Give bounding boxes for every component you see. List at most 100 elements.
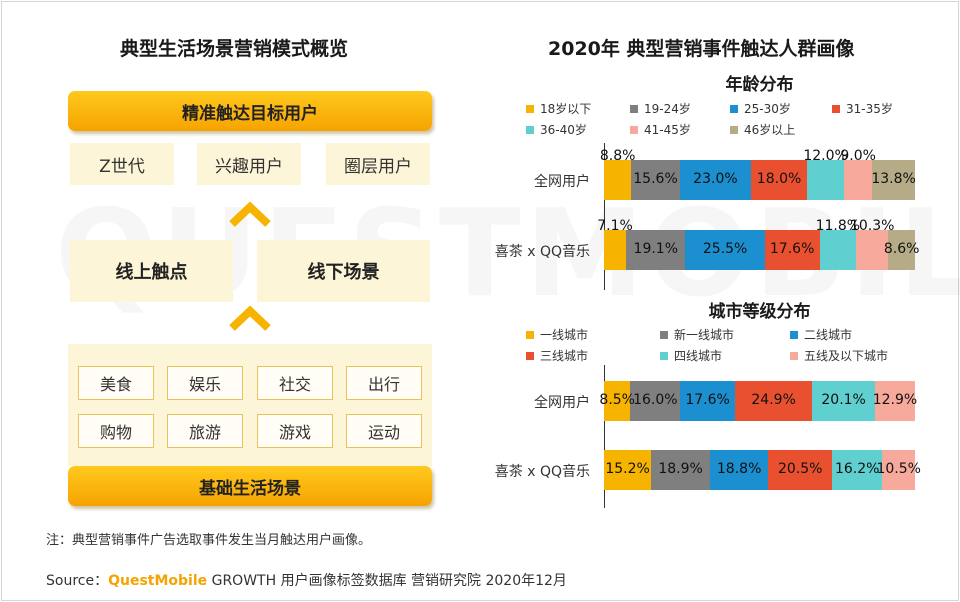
data-label: 12.9%	[872, 392, 918, 408]
right-panel-title: 2020年 典型营销事件触达人群画像	[548, 38, 855, 60]
source-prefix: Source：	[46, 573, 109, 589]
legend-item: 三线城市	[526, 347, 588, 364]
bar-segment	[709, 450, 769, 490]
legend-item: 36-40岁	[526, 121, 587, 138]
bar-segment	[819, 230, 857, 270]
legend-item: 18岁以下	[526, 100, 591, 117]
data-label: 8.6%	[883, 241, 920, 257]
bar-segment	[856, 230, 889, 270]
legend-item: 四线城市	[660, 347, 722, 364]
legend-label: 二线城市	[804, 328, 853, 342]
chevron-up-icon	[229, 201, 271, 227]
scene-games: 游戏	[257, 414, 333, 448]
source-text: GROWTH 用户画像标签数据库 营销研究院 2020年12月	[207, 573, 567, 589]
data-label: 20.5%	[777, 461, 823, 477]
bar-segment	[604, 160, 632, 200]
data-label: 10.5%	[876, 461, 921, 477]
legend-swatch	[526, 330, 534, 339]
bar-segment	[844, 160, 873, 200]
data-label: 18.8%	[716, 461, 762, 477]
legend-swatch	[730, 104, 738, 113]
legend-swatch	[832, 104, 840, 113]
data-label: 16.2%	[834, 461, 880, 477]
legend-label: 41-45岁	[644, 123, 691, 137]
bar-segment	[888, 230, 915, 270]
chart-title: 城市等级分布	[708, 302, 811, 322]
legend-swatch	[526, 125, 534, 134]
legend-label: 五线及以下城市	[804, 349, 889, 363]
scene-sports: 运动	[346, 414, 422, 448]
data-label: 8.8%	[599, 148, 636, 164]
legend-label: 18岁以下	[540, 102, 592, 116]
bar-segment	[768, 450, 833, 490]
bar-segment	[812, 381, 875, 421]
footnote: 注：典型营销事件广告选取事件发生当月触达用户画像。	[46, 533, 372, 548]
scene-social: 社交	[257, 366, 333, 400]
scene-tourism: 旅游	[167, 414, 243, 448]
bar-segment	[882, 450, 915, 490]
legend-swatch	[526, 351, 534, 360]
legend-swatch	[630, 125, 638, 134]
chart-axis-line	[604, 365, 605, 508]
legend-item: 19-24岁	[630, 100, 691, 117]
bar-segment	[626, 230, 686, 270]
data-label: 16.0%	[633, 392, 678, 408]
legend-swatch	[526, 104, 534, 113]
data-label: 18.0%	[756, 171, 802, 187]
legend-label: 新一线城市	[674, 328, 735, 342]
scene-entertainment: 娱乐	[167, 366, 243, 400]
legend-swatch	[730, 125, 738, 134]
legend-label: 25-30岁	[744, 102, 791, 116]
legend-swatch	[630, 104, 638, 113]
legend-label: 46岁以上	[744, 123, 796, 137]
category-label: 喜茶 x QQ音乐	[494, 244, 590, 260]
life-scenes-panel: 美食 娱乐 社交 出行 购物 旅游 游戏 运动	[68, 344, 432, 466]
bar-segment	[806, 160, 845, 200]
scene-travel-out: 出行	[346, 366, 422, 400]
data-label: 19.1%	[633, 241, 679, 257]
data-label: 23.0%	[693, 171, 738, 187]
category-label: 喜茶 x QQ音乐	[494, 464, 590, 480]
bar-segment	[734, 381, 813, 421]
legend-label: 36-40岁	[540, 123, 587, 137]
offline-scenes-box: 线下场景	[257, 240, 430, 302]
bar-segment	[751, 160, 807, 200]
data-label: 18.9%	[658, 461, 703, 477]
scene-shopping: 购物	[78, 414, 154, 448]
bar-segment	[764, 230, 820, 270]
bar-segment	[679, 160, 752, 200]
data-label: 13.8%	[871, 171, 916, 187]
chart-title: 年龄分布	[725, 75, 794, 95]
bar-segment	[874, 381, 915, 421]
legend-label: 31-35岁	[846, 102, 893, 116]
legend-label: 一线城市	[540, 328, 589, 342]
bar-segment	[680, 381, 735, 421]
chevron-up-icon	[229, 305, 271, 331]
data-label: 17.6%	[769, 241, 815, 257]
chart-axis-line	[604, 143, 605, 290]
data-label: 25.5%	[702, 241, 748, 257]
left-panel-title: 典型生活场景营销模式概览	[120, 38, 349, 60]
legend-label: 三线城市	[540, 349, 589, 363]
data-label: 24.9%	[751, 392, 796, 408]
legend-item: 46岁以上	[730, 121, 795, 138]
legend-item: 25-30岁	[730, 100, 791, 117]
legend-item: 41-45岁	[630, 121, 691, 138]
legend-swatch	[660, 351, 668, 360]
legend-label: 19-24岁	[644, 102, 691, 116]
data-label: 8.5%	[599, 392, 635, 408]
target-users-bar: 精准触达目标用户	[68, 91, 432, 131]
bar-segment	[651, 450, 710, 490]
category-label: 全网用户	[534, 395, 590, 411]
bar-segment	[832, 450, 883, 490]
data-label: 12.0%	[803, 148, 848, 164]
legend-swatch	[790, 351, 798, 360]
category-label: 全网用户	[534, 174, 590, 190]
data-label: 15.6%	[633, 171, 678, 187]
data-label: 17.6%	[685, 392, 730, 408]
legend-item: 五线及以下城市	[790, 347, 888, 364]
bar-segment	[631, 160, 680, 200]
brand-logo-text: QuestMobile	[108, 573, 208, 589]
legend-item: 新一线城市	[660, 326, 734, 343]
